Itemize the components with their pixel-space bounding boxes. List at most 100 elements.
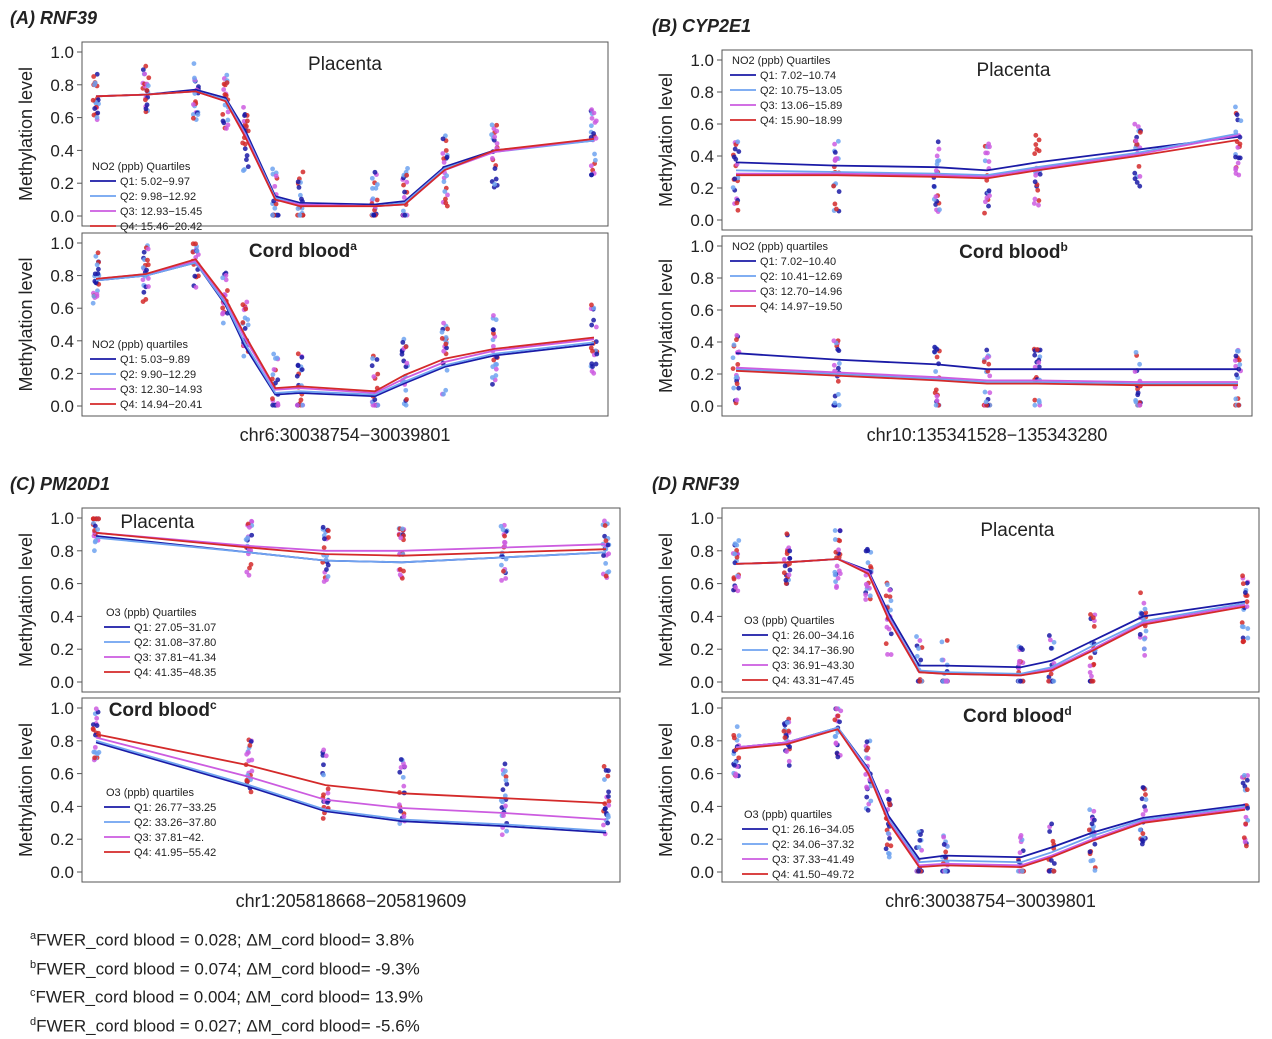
sample-point [1141, 600, 1147, 606]
legend-entry: Q1: 5.02−9.97 [120, 176, 190, 188]
legend-entry: Q3: 12.30−14.93 [120, 384, 202, 396]
y-tick-label: 0.8 [50, 542, 74, 561]
title-superscript: b [1060, 240, 1067, 254]
sample-point [1091, 808, 1097, 814]
sample-point [370, 196, 376, 202]
sample-point [987, 144, 992, 150]
sample-point [225, 109, 231, 115]
sample-point [494, 141, 500, 146]
legend-entry: Q2: 33.26−37.80 [134, 817, 216, 829]
sample-point [605, 820, 611, 826]
sample-point [94, 291, 100, 297]
sample-point [736, 149, 742, 154]
sample-point [836, 402, 842, 408]
panel-title-c: (C) PM20D1 [10, 474, 111, 494]
sample-point [145, 83, 151, 89]
sample-point [934, 398, 940, 403]
legend: NO2 (ppb) Quartiles Q1: 7.02−10.74 Q2: 10.… [730, 55, 842, 127]
sample-point [374, 182, 380, 187]
sample-point [504, 781, 510, 787]
series-line-q1 [735, 135, 1239, 172]
sample-point [1235, 145, 1241, 150]
sample-point [863, 592, 869, 598]
sample-point [1138, 590, 1143, 596]
sample-point [444, 154, 450, 160]
sample-point [1018, 645, 1024, 651]
sample-point [145, 257, 150, 263]
y-tick-label: 1.0 [50, 234, 74, 253]
sample-point [735, 207, 741, 213]
sample-point [865, 756, 871, 761]
sample-point [832, 537, 838, 542]
sample-point [865, 807, 871, 813]
sample-point [190, 115, 196, 121]
sample-point [1092, 841, 1098, 847]
sample-point [297, 212, 303, 218]
sample-point [1234, 112, 1240, 118]
sample-point [1233, 167, 1239, 173]
footnotes: aFWER_cord blood = 0.028; ΔM_cord blood=… [30, 924, 423, 1039]
legend-entry: Q2: 9.98−12.92 [120, 191, 196, 203]
sample-point [863, 597, 869, 602]
sample-point [1088, 655, 1093, 661]
sample-point [1137, 174, 1143, 179]
sample-point [501, 568, 506, 574]
sample-point [735, 139, 741, 145]
sample-points [90, 516, 612, 584]
chart-D-bottom: 0.0 0.2 0.4 0.6 0.8 1.0 Methylation level chr6:… [656, 697, 1260, 911]
y-tick-label: 0.4 [50, 797, 74, 816]
sample-point [832, 149, 838, 155]
series-line-q3 [95, 531, 607, 552]
legend-entry: Q1: 7.02−10.74 [760, 70, 836, 82]
sample-point [273, 356, 278, 361]
sample-point [834, 563, 840, 569]
sample-point [444, 173, 450, 179]
sample-point [244, 751, 250, 757]
sample-point [602, 777, 607, 782]
sample-point [1087, 663, 1093, 669]
sample-point [589, 115, 595, 121]
chart-B-top: 0.0 0.2 0.4 0.6 0.8 1.0 Methylation level Place… [656, 49, 1253, 231]
sample-point [786, 572, 792, 578]
sample-point [295, 179, 301, 185]
sample-point [606, 798, 612, 804]
sample-point [1241, 638, 1247, 644]
y-tick-label: 0.2 [690, 640, 714, 659]
subplot-title: Placenta [308, 54, 382, 75]
legend-title: O3 (ppb) quartiles [106, 787, 195, 799]
sample-point [1091, 624, 1097, 629]
subplot-title: Cord bloodb [959, 240, 1068, 263]
sample-point [603, 767, 609, 773]
sample-point [588, 345, 594, 351]
sample-point [884, 789, 890, 794]
sample-point [733, 771, 739, 777]
legend-title: NO2 (ppb) quartiles [732, 241, 828, 253]
legend-entry: Q3: 37.33−41.49 [772, 854, 854, 866]
sample-point [1035, 187, 1041, 193]
sample-point [734, 397, 740, 403]
charts-canvas: 0.0 0.2 0.4 0.6 0.8 1.0 Methylation level Place… [16, 41, 1260, 911]
y-tick-label: 0.2 [690, 830, 714, 849]
sample-point [403, 344, 409, 350]
sample-point [245, 317, 251, 322]
sample-point [403, 387, 409, 393]
legend-entry: Q4: 41.50−49.72 [772, 869, 854, 881]
sample-point [295, 206, 301, 211]
sample-point [835, 365, 841, 371]
legend-entry: Q1: 5.03−9.89 [120, 354, 190, 366]
sample-point [300, 169, 306, 175]
series-line-q4 [735, 558, 1246, 677]
sample-point [884, 582, 890, 588]
sample-point [225, 117, 231, 123]
sample-point [403, 402, 409, 408]
sample-point [934, 393, 940, 399]
sample-point [294, 373, 300, 379]
sample-point [864, 739, 870, 745]
sample-point [937, 207, 942, 213]
legend-entry: Q1: 26.00−34.16 [772, 630, 854, 642]
sample-point [1233, 353, 1239, 359]
sample-point [399, 351, 405, 357]
sample-point [1031, 201, 1037, 206]
sample-point [833, 734, 839, 739]
sample-point [981, 359, 987, 365]
